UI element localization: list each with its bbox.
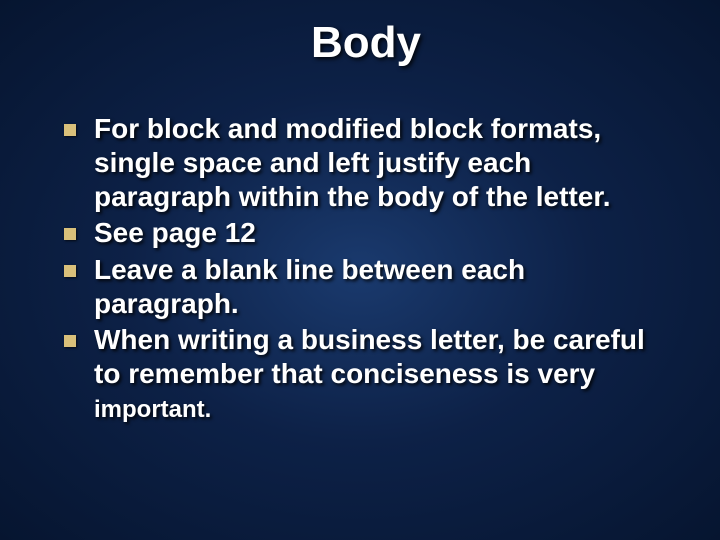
list-item: When writing a business letter, be caref…: [64, 323, 672, 425]
list-item: Leave a blank line between each paragrap…: [64, 253, 672, 321]
slide: Body For block and modified block format…: [0, 0, 720, 540]
bullet-text: See page 12: [94, 217, 256, 248]
bullet-text: Leave a blank line between each paragrap…: [94, 254, 525, 319]
list-item: See page 12: [64, 216, 672, 250]
bullet-text: For block and modified block formats, si…: [94, 113, 610, 212]
bullet-list: For block and modified block formats, si…: [60, 112, 672, 425]
slide-title: Body: [60, 18, 672, 68]
bullet-text: When writing a business letter, be caref…: [94, 324, 645, 389]
bullet-text-tail: important.: [94, 396, 211, 423]
list-item: For block and modified block formats, si…: [64, 112, 672, 214]
